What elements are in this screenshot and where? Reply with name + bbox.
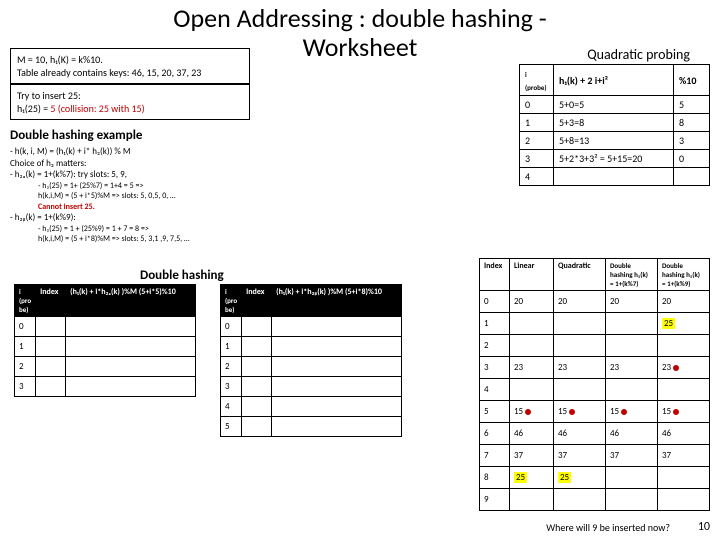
- box1-line2: Table already contains keys: 46, 15, 20,…: [17, 66, 243, 79]
- dhl-h0: i (pro be): [15, 285, 36, 317]
- quadratic-probing-table: i (probe) h₁(k) + 2 i+i² %10 05+0=5515+3…: [519, 64, 710, 186]
- footer-question: Where will 9 be inserted now?: [546, 521, 670, 534]
- comp-h3: Double hashing h₂(k) = 1+(k%7): [606, 259, 658, 291]
- dhl-h1: Index: [36, 285, 66, 317]
- double-hashing-text: - h(k, i, M) = (h₁(k) + i* h₂(k)) % M Ch…: [10, 146, 270, 245]
- dh-right-table: i (pro be) Index (h₁(k) + i*h₂ᵦ(k) )%M (…: [220, 284, 402, 437]
- title-line1: Open Addressing : double hashing -: [173, 2, 546, 34]
- page-number: 10: [698, 520, 710, 534]
- dhl-h2: (h₁(k) + i*h₂ₐ(k) )%M (5+i*5)%10: [66, 285, 196, 317]
- comp-h2: Quadratic: [554, 259, 606, 291]
- try-insert-box: Try to insert 25: h₁(25) = 5 (collision:…: [10, 84, 250, 120]
- qp-header-formula: h₁(k) + 2 i+i²: [554, 65, 674, 96]
- dhr-h0: i (pro be): [221, 285, 242, 317]
- quadratic-probing-label: Quadratic probing: [587, 46, 690, 63]
- comp-h4: Double hashing h₂(k) = 1+(k%9): [658, 259, 710, 291]
- title-line2: Worksheet: [303, 31, 418, 63]
- qp-header-i: i (probe): [520, 65, 554, 96]
- double-hashing-heading: Double hashing example: [10, 128, 142, 143]
- dhr-h1: Index: [242, 285, 272, 317]
- box1-line1: M = 10, h₁(K) = k%10.: [17, 53, 243, 66]
- dh-left-table: i (pro be) Index (h₁(k) + i*h₂ₐ(k) )%M (…: [14, 284, 196, 397]
- dhr-h2: (h₁(k) + i*h₂ᵦ(k) )%M (5+i*8)%10: [272, 285, 402, 317]
- qp-header-mod: %10: [674, 65, 710, 96]
- comp-h0: Index: [480, 259, 510, 291]
- double-hashing-label: Double hashing: [140, 268, 224, 283]
- box2-line2: h₁(25) = 5 (collision: 25 with 15): [17, 102, 243, 115]
- params-box: M = 10, h₁(K) = k%10. Table already cont…: [10, 48, 250, 84]
- comparison-table: Index Linear Quadratic Double hashing h₂…: [479, 258, 710, 511]
- comp-h1: Linear: [510, 259, 554, 291]
- box2-line1: Try to insert 25:: [17, 89, 243, 102]
